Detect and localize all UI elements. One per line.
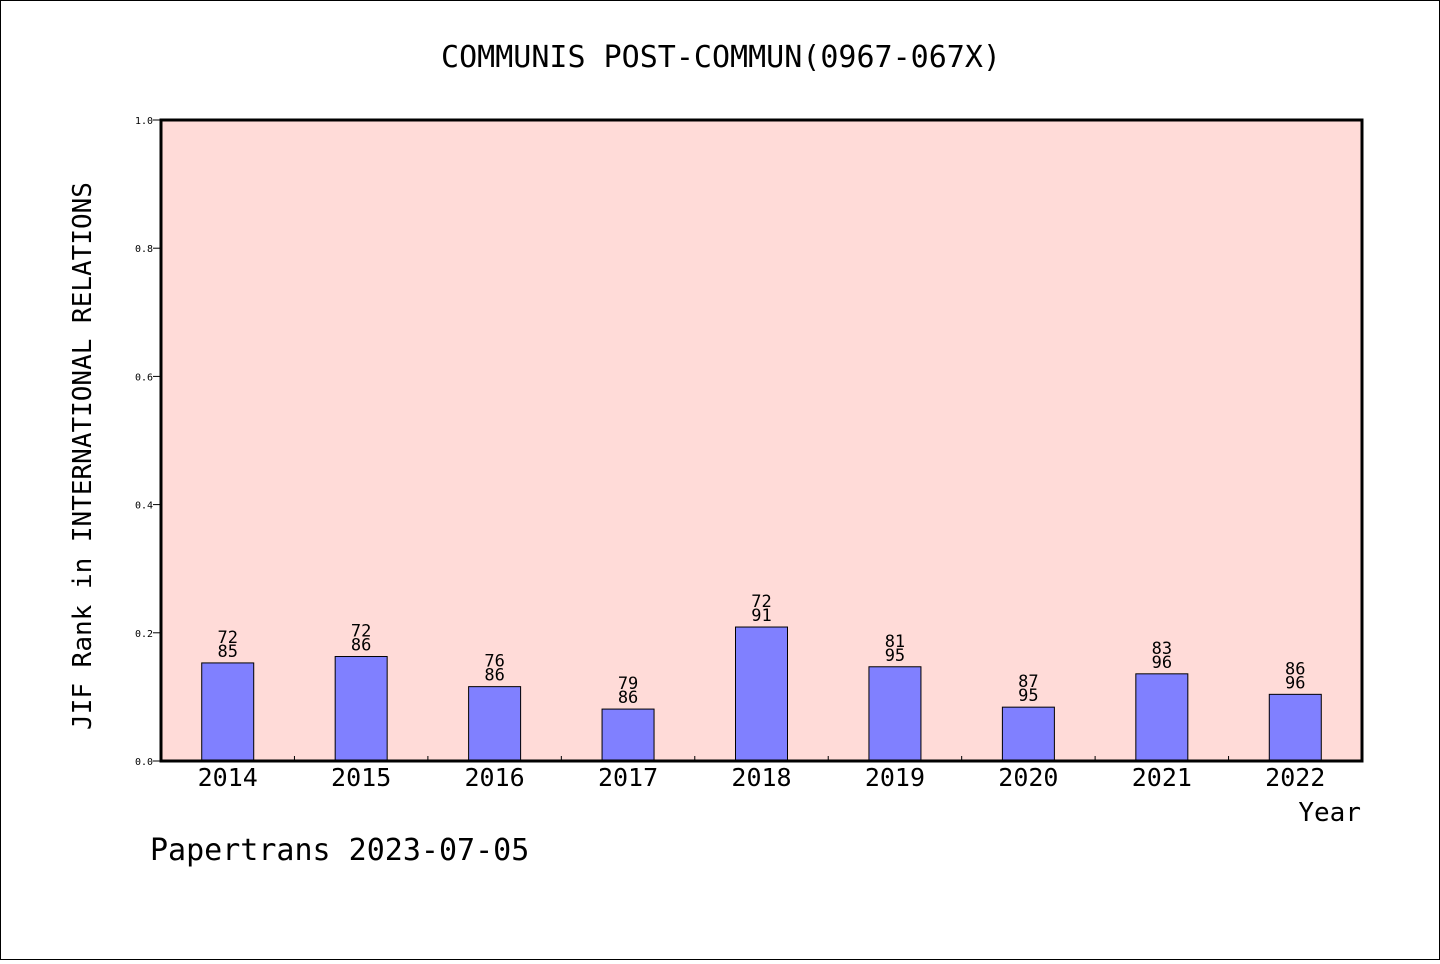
x-axis-label: Year <box>1298 798 1361 828</box>
x-tick-label-2019: 2019 <box>865 763 925 792</box>
bar-2017 <box>601 708 655 762</box>
plot-border <box>159 118 1364 763</box>
y-tick-label: 0.2 <box>135 629 153 640</box>
bar-total-label-2018: 91 <box>751 606 771 626</box>
y-tick-label: 0.6 <box>135 372 153 383</box>
y-tick-label: 0.8 <box>135 244 153 255</box>
bar-rank-label-2019: 81 <box>885 632 905 652</box>
bar-total-label-2014: 85 <box>217 642 237 662</box>
bar-total-label-2020: 95 <box>1018 686 1038 706</box>
bar-2014 <box>201 662 255 762</box>
y-axis-ticks: 0.0 0.2 0.4 0.6 0.8 1.0 <box>135 116 161 768</box>
bar-2020 <box>1001 706 1055 762</box>
x-tick-label-2015: 2015 <box>331 763 391 792</box>
bar-2018 <box>735 626 788 762</box>
bar-rank-label-2021: 83 <box>1152 639 1172 659</box>
bar-rank-label-2014: 72 <box>217 628 237 648</box>
y-tick-label: 0.4 <box>135 501 153 512</box>
bar-rank-label-2015: 72 <box>351 622 371 642</box>
bar-total-label-2019: 95 <box>885 646 905 666</box>
bar-total-label-2016: 86 <box>484 666 504 686</box>
bars-group <box>201 626 1322 762</box>
bar-total-label-2015: 86 <box>351 636 371 656</box>
bar-2021 <box>1135 673 1189 762</box>
x-tick-label-2016: 2016 <box>465 763 525 792</box>
bar-rank-label-2022: 86 <box>1285 659 1305 679</box>
bar-total-label-2022: 96 <box>1285 673 1305 693</box>
y-axis-label: JIF Rank in INTERNATIONAL RELATIONS <box>68 182 98 730</box>
bar-rank-label-2016: 76 <box>484 652 504 672</box>
x-tick-label-2018: 2018 <box>731 763 791 792</box>
bar-rank-label-2020: 87 <box>1018 672 1038 692</box>
x-tick-label-2017: 2017 <box>598 763 658 792</box>
y-tick-label: 0.0 <box>135 757 153 768</box>
x-tick-label-2020: 2020 <box>998 763 1058 792</box>
bar-2015 <box>334 656 388 762</box>
x-tick-label-2022: 2022 <box>1265 763 1325 792</box>
bar-2019 <box>868 666 922 762</box>
bar-rank-label-2017: 79 <box>618 674 638 694</box>
x-tick-label-2014: 2014 <box>198 763 258 792</box>
x-axis-ticks: 2014 2015 2016 2017 2018 2019 2020 2021 2022 <box>198 756 1325 792</box>
source-note: Papertrans 2023-07-05 <box>150 833 530 868</box>
bar-rank-label-2018: 72 <box>751 592 771 612</box>
chart-title: COMMUNIS POST-COMMUN(0967-067X) <box>441 40 1001 75</box>
bar-total-label-2021: 96 <box>1152 653 1172 673</box>
bar-total-label-2017: 86 <box>618 688 638 708</box>
bar-2022 <box>1268 693 1322 762</box>
bar-2016 <box>468 686 522 762</box>
y-tick-label: 1.0 <box>135 116 153 127</box>
x-tick-label-2021: 2021 <box>1132 763 1192 792</box>
